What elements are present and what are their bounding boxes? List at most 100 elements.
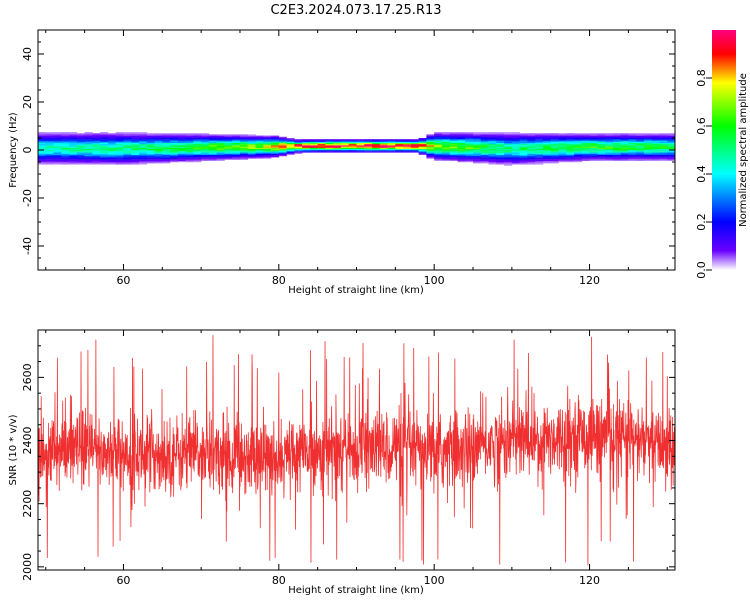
spectrogram-cell bbox=[340, 140, 350, 142]
snr-series-line bbox=[38, 335, 675, 566]
spectrogram-cell bbox=[162, 145, 171, 147]
spectrogram-cell bbox=[61, 141, 70, 143]
spectrogram-cell bbox=[224, 140, 233, 142]
spectrogram-cell bbox=[76, 139, 85, 141]
spectrogram-cell bbox=[449, 159, 458, 161]
spectrogram-cell bbox=[208, 159, 217, 161]
spectrogram-cell bbox=[216, 138, 225, 140]
spectrogram-cell bbox=[473, 152, 482, 154]
spectrogram-cell bbox=[418, 141, 427, 143]
spectrogram-cell bbox=[597, 151, 606, 153]
spectrogram-cell bbox=[542, 133, 552, 135]
spectrogram-cell bbox=[138, 134, 148, 136]
spectrogram-cell bbox=[239, 140, 249, 142]
spectrogram-cell bbox=[636, 147, 645, 149]
spectrogram-cell bbox=[53, 152, 62, 154]
spectrogram-cell bbox=[76, 135, 85, 137]
spectrogram-cell bbox=[589, 141, 598, 143]
spectrogram-cell bbox=[61, 134, 70, 136]
spectrogram-cell bbox=[535, 154, 544, 157]
spectrogram-cell bbox=[434, 142, 443, 145]
spectrogram-cell bbox=[232, 138, 241, 140]
spectrogram-cell bbox=[465, 140, 474, 142]
spectrogram-cell bbox=[574, 140, 583, 142]
spectrogram-cell bbox=[457, 136, 466, 139]
spectrogram-cell bbox=[488, 145, 497, 147]
spectrogram-cell bbox=[410, 142, 419, 145]
spectrogram-cell bbox=[488, 151, 497, 153]
spectrogram-cell bbox=[581, 154, 590, 157]
spectrogram-cell bbox=[185, 145, 194, 147]
spectrogram-cell bbox=[667, 141, 676, 143]
spectrogram-cell bbox=[107, 163, 116, 165]
spectrogram-cell bbox=[309, 150, 318, 152]
spectrogram-cell bbox=[395, 144, 404, 146]
spectrogram-cell bbox=[504, 138, 513, 140]
spectrogram-cell bbox=[473, 153, 482, 155]
spectrogram-cell bbox=[426, 141, 435, 143]
spectrogram-cell bbox=[519, 135, 528, 137]
spectrogram-cell bbox=[418, 152, 427, 154]
spectrogram-cell bbox=[232, 151, 241, 153]
spectrogram-cell bbox=[131, 139, 140, 141]
spectrogram-cell bbox=[542, 151, 552, 153]
spectrogram-cell bbox=[271, 141, 280, 143]
spectrogram-cell bbox=[45, 162, 54, 164]
spectrogram-cell bbox=[107, 157, 116, 159]
spectrogram-cell bbox=[379, 144, 388, 146]
spectrogram-cell bbox=[302, 145, 311, 147]
spectrogram-cell bbox=[628, 135, 637, 137]
spectrogram-cell bbox=[566, 157, 575, 159]
spectrogram-cell bbox=[61, 156, 70, 158]
spectrogram-cell bbox=[309, 145, 318, 147]
spectrogram-cell bbox=[589, 136, 598, 139]
spectrogram-cell bbox=[170, 142, 179, 145]
spectrogram-cell bbox=[465, 142, 474, 145]
spectrogram-cell bbox=[45, 145, 54, 147]
spectrogram-cell bbox=[659, 154, 668, 157]
spectrogram-cell bbox=[574, 144, 583, 146]
spectrogram-cell bbox=[589, 150, 598, 152]
spectrogram-cell bbox=[643, 133, 652, 135]
spectrogram-cell bbox=[255, 138, 264, 140]
spectrogram-cell bbox=[496, 144, 505, 146]
spectrogram-cell bbox=[239, 153, 249, 155]
spectrogram-cell bbox=[193, 146, 202, 148]
spectrogram-cell bbox=[348, 140, 357, 142]
spectrogram-cell bbox=[403, 148, 412, 151]
spectrogram-cell bbox=[643, 135, 652, 137]
spectrogram-cell bbox=[84, 159, 93, 161]
spectrogram-cell bbox=[558, 152, 567, 154]
spectrogram-cell bbox=[558, 147, 567, 149]
spectrogram-cell bbox=[612, 159, 621, 161]
spectrogram-cell bbox=[379, 141, 388, 143]
spectrogram-cell bbox=[45, 142, 54, 145]
spectrogram-cell bbox=[325, 148, 334, 151]
spectrogram-cell bbox=[519, 158, 528, 160]
spectrogram-cell bbox=[247, 135, 256, 137]
spectrogram-cell bbox=[589, 134, 598, 136]
spectrogram-cell bbox=[356, 146, 365, 148]
spectrogram-cell bbox=[457, 158, 466, 160]
spectrogram-cell bbox=[605, 159, 614, 161]
spectrogram-cell bbox=[185, 158, 194, 160]
spectrogram-cell bbox=[286, 152, 295, 154]
spectrogram-cell bbox=[504, 159, 513, 161]
spectrogram-cell bbox=[558, 159, 567, 161]
spectrogram-cell bbox=[395, 147, 404, 149]
spectrogram-cell bbox=[519, 140, 528, 142]
spectrogram-cell bbox=[636, 152, 645, 154]
spectrogram-cell bbox=[426, 152, 435, 154]
spectrogram-cell bbox=[566, 134, 575, 136]
spectrogram-cell bbox=[247, 154, 256, 157]
spectrogram-cell bbox=[263, 138, 272, 140]
spectrogram-cell bbox=[473, 160, 482, 163]
spectrogram-cell bbox=[558, 138, 567, 140]
spectrogram-cell bbox=[457, 160, 466, 163]
spectrogram-cell bbox=[426, 144, 435, 146]
spectrogram-cell bbox=[61, 160, 70, 163]
spectrogram-cell bbox=[38, 139, 47, 141]
spectrogram-cell bbox=[232, 135, 241, 137]
spectrogram-cell bbox=[527, 154, 536, 157]
spectrogram-cell bbox=[535, 156, 544, 158]
